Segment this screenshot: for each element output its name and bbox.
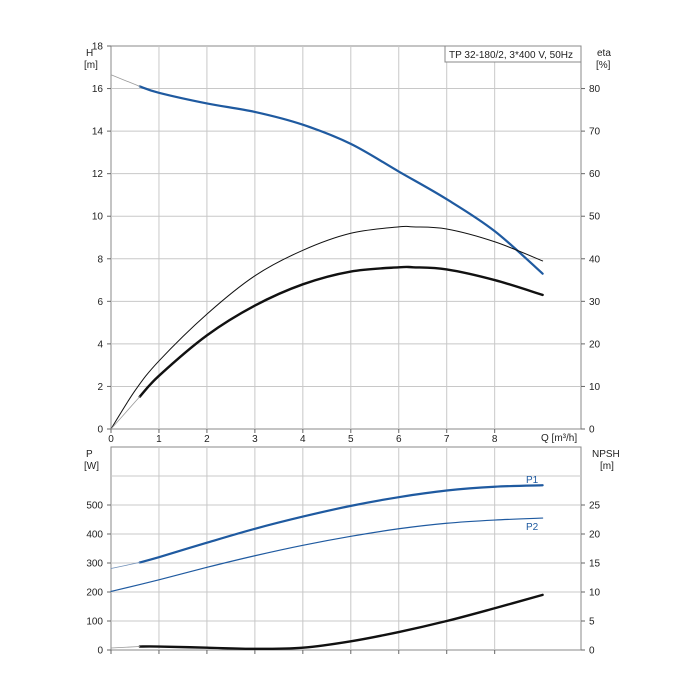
x-tick-label: 6 [396,434,402,445]
right-tick-label: 80 [589,84,601,95]
curve-0-1-line [110,74,141,87]
right-tick-label: 5 [589,617,595,628]
curve-1-4-line [110,646,141,649]
right-tick-label: 0 [589,646,595,657]
chart-title: TP 32-180/2, 3*400 V, 50Hz [449,50,573,61]
right-tick-label: 10 [589,588,601,599]
bottom-ticks: 0 100 200 300 400 500 0 5 10 15 20 25 [86,501,600,657]
curve-0-2-line [110,225,544,430]
left-tick-label: 16 [92,84,104,95]
x-tick-label: 1 [156,434,162,445]
p-axis-unit: [W] [84,461,99,472]
left-tick-label: 0 [97,425,103,436]
x-tick-label: 0 [108,434,114,445]
right-tick-label: 30 [589,297,601,308]
x-tick-label: 7 [444,434,450,445]
title-box [444,45,582,63]
eta-axis-unit: [%] [596,60,611,71]
curve-0-3-line [138,265,544,398]
left-tick-label: 10 [92,212,104,223]
bottom-plot-frame [110,446,582,651]
right-tick-label: 25 [589,501,601,512]
curve-1-3-line [138,593,544,651]
npsh-axis-unit: [m] [600,461,614,472]
top-plot-frame [110,45,582,430]
left-tick-label: 14 [92,127,104,138]
right-tick-label: 20 [589,530,601,541]
bottom-series [110,484,544,651]
right-tick-label: 40 [589,254,601,265]
left-tick-label: 500 [86,501,103,512]
right-tick-label: 70 [589,127,601,138]
left-tick-label: 300 [86,559,103,570]
top-series [110,74,544,430]
left-tick-label: 8 [97,254,103,265]
h-axis-unit: [m] [84,60,98,71]
left-tick-label: 2 [97,382,103,393]
right-tick-label: 10 [589,382,601,393]
h-axis-name: H [86,48,93,59]
left-tick-label: 100 [86,617,103,628]
curve-0-0-line [138,85,544,275]
series-p2-line [110,517,544,593]
right-tick-label: 60 [589,169,601,180]
left-tick-label: 4 [97,339,103,350]
right-tick-label: 0 [589,425,595,436]
npsh-axis-name: NPSH [592,449,620,460]
p-axis-name: P [86,449,93,460]
right-tick-label: 20 [589,339,601,350]
left-tick-label: 400 [86,530,103,541]
curve-1-1-line [110,562,141,569]
p1-series-label: P1 [526,475,539,486]
right-tick-label: 50 [589,212,601,223]
left-tick-label: 6 [97,297,103,308]
top-grid [111,46,581,429]
p2-series-label: P2 [526,522,539,533]
x-tick-label: 3 [252,434,258,445]
q-axis-label: Q [m³/h] [541,433,577,444]
left-tick-label: 200 [86,588,103,599]
x-tick-label: 2 [204,434,210,445]
x-tick-label: 4 [300,434,306,445]
right-tick-label: 15 [589,559,601,570]
left-tick-label: 0 [97,646,103,657]
left-tick-label: 18 [92,42,104,53]
x-tick-label: 8 [492,434,498,445]
x-tick-label: 5 [348,434,354,445]
bottom-grid [111,447,581,650]
eta-axis-name: eta [597,48,611,59]
series-p1-line [138,484,544,564]
curve-0-4-line [110,396,141,430]
left-tick-label: 12 [92,169,104,180]
